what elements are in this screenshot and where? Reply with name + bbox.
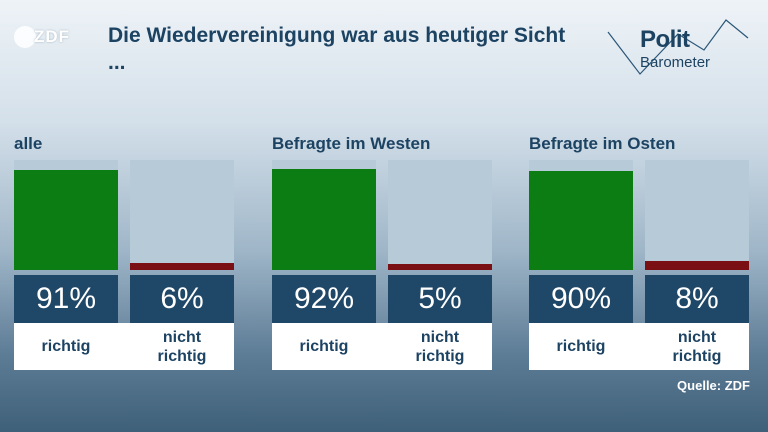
category-label: richtig — [556, 338, 606, 355]
value-label: 92% — [272, 275, 376, 323]
bar-richtig — [529, 171, 633, 270]
source-note: Quelle: ZDF — [677, 378, 750, 393]
group-title: Befragte im Osten — [529, 134, 676, 153]
bar-nicht-richtig — [388, 264, 492, 270]
category-label-strip — [14, 323, 234, 370]
category-label: nicht richtig — [157, 328, 207, 365]
badge-line2: Barometer — [640, 54, 711, 71]
chart-title: Die Wiedervereinigung war aus heutiger S… — [108, 24, 566, 74]
value-label: 5% — [388, 275, 492, 323]
bar-nicht-richtig — [130, 263, 234, 270]
value-label: 90% — [529, 275, 633, 323]
group-title: Befragte im Westen — [272, 134, 431, 153]
category-label-strip — [529, 323, 749, 370]
badge-line1: Polit — [640, 26, 690, 53]
politbarometer-zigzag-icon — [607, 19, 749, 75]
category-label-strip — [272, 323, 492, 370]
bar-background — [130, 160, 234, 270]
politbarometer-badge: Polit Barometer — [604, 14, 754, 84]
group-title: alle — [14, 134, 43, 153]
bar-background — [14, 160, 118, 270]
zdf-logo: ZDF — [14, 26, 84, 48]
zdf-logo-icon — [14, 26, 36, 48]
value-label: 6% — [130, 275, 234, 323]
bar-nicht-richtig — [645, 261, 749, 270]
bar-background — [388, 160, 492, 270]
value-label: 91% — [14, 275, 118, 323]
bar-background — [529, 160, 633, 270]
bar-richtig — [272, 169, 376, 270]
category-label: nicht richtig — [672, 328, 722, 365]
bar-background — [645, 160, 749, 270]
value-label: 8% — [645, 275, 749, 323]
category-label: nicht richtig — [415, 328, 465, 365]
category-label: richtig — [41, 338, 91, 355]
bar-richtig — [14, 170, 118, 270]
bar-background — [272, 160, 376, 270]
category-label: richtig — [299, 338, 349, 355]
zdf-logo-text: ZDF — [34, 27, 71, 46]
